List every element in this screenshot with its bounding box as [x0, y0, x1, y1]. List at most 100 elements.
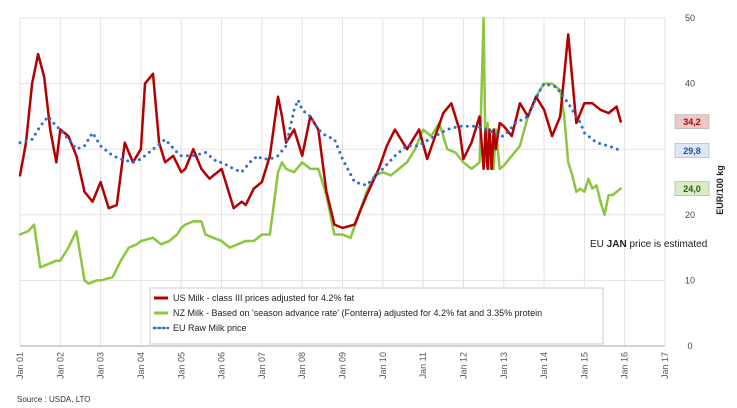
series-eu-point-81	[357, 181, 361, 185]
series-eu-point-57	[285, 138, 289, 142]
series-eu-point-27	[137, 158, 141, 162]
series-eu-point-16	[86, 138, 90, 142]
y-axis-title: EUR/100 kg	[715, 165, 725, 215]
series-eu-point-117	[536, 94, 540, 98]
series-eu-point-74	[335, 145, 339, 149]
series-eu-point-131	[587, 135, 591, 139]
series-eu-point-76	[340, 156, 344, 160]
series-eu-point-126	[571, 109, 575, 113]
series-eu-point-115	[530, 105, 534, 109]
series-eu-point-100	[453, 125, 457, 129]
series-eu-point-114	[528, 111, 532, 115]
series-eu-point-32	[162, 139, 166, 143]
series-eu-point-59	[288, 126, 292, 130]
badge-nz-box	[674, 181, 710, 196]
series-eu-point-85	[376, 171, 380, 175]
series-eu-point-24	[120, 157, 124, 161]
series-eu-point-41	[208, 154, 212, 158]
y-tick-label-0: 0	[687, 341, 692, 351]
series-eu-point-52	[264, 157, 268, 161]
series-eu-point-8	[52, 121, 56, 125]
series-eu-point-129	[580, 125, 584, 129]
series-eu-point-84	[372, 176, 376, 180]
series-eu-point-94	[420, 142, 424, 146]
series-eu-point-36	[179, 154, 183, 158]
series-eu-point-90	[398, 150, 402, 154]
series-eu-point-60	[289, 120, 293, 124]
legend-label-nz: NZ Milk - Based on 'season advance rate'…	[173, 308, 542, 318]
end-value-badges: 34,2 29,8 24,0	[674, 114, 710, 196]
series-eu-point-97	[436, 133, 440, 137]
series-eu-point-14	[77, 146, 81, 150]
series-eu-point-0	[18, 141, 22, 145]
series-eu-point-121	[553, 85, 557, 89]
series-eu-point-38	[192, 154, 196, 158]
series-eu-point-95	[425, 138, 429, 142]
x-tick-label-6: Jan 07	[257, 352, 267, 379]
x-axis-ticks: Jan 01 Jan 02 Jan 03 Jan 04 Jan 05 Jan 06 Jan …	[15, 352, 670, 379]
series-eu-point-4	[37, 127, 41, 131]
series-eu-point-58	[287, 132, 291, 136]
legend-label-us: US Milk - class III prices adjusted for …	[173, 293, 355, 303]
series-eu-point-66	[303, 110, 307, 114]
series-eu-point-50	[253, 156, 257, 160]
series-eu-point-53	[270, 156, 274, 160]
series-eu-point-6	[44, 117, 48, 121]
series-eu-point-93	[414, 144, 418, 148]
series-eu-point-13	[72, 145, 76, 149]
x-tick-label-16: Jan 17	[660, 352, 670, 379]
series-eu-point-64	[297, 99, 301, 103]
series-eu-point-108	[500, 134, 504, 138]
x-tick-label-8: Jan 09	[338, 352, 348, 379]
series-eu-point-125	[568, 104, 572, 108]
x-tick-label-10: Jan 11	[418, 352, 428, 378]
series-eu-point-77	[343, 162, 347, 166]
series-eu-point-70	[318, 129, 322, 133]
series-eu-point-51	[258, 156, 262, 160]
estimate-note-month: JAN	[607, 239, 627, 250]
series-eu-point-123	[561, 94, 565, 98]
series-eu-point-1	[24, 139, 28, 143]
series-eu-point-105	[484, 127, 488, 131]
x-tick-label-3: Jan 04	[136, 352, 146, 379]
source-note: Source : USDA, LTO	[17, 395, 91, 404]
x-tick-label-15: Jan 16	[620, 352, 630, 379]
series-eu-point-120	[547, 83, 551, 87]
legend-box	[149, 287, 604, 345]
series-eu-point-15	[83, 144, 87, 148]
x-tick-label-11: Jan 12	[458, 352, 468, 379]
series-eu-point-136	[615, 147, 619, 151]
series-eu-point-116	[533, 99, 537, 103]
series-eu-point-17	[89, 133, 93, 137]
series-eu-point-62	[292, 108, 296, 112]
series-eu-point-61	[291, 114, 295, 118]
y-tick-label-1: 10	[685, 275, 695, 285]
series-eu-point-127	[574, 114, 578, 118]
badge-us-value: 34,2	[683, 117, 701, 127]
series-eu-point-111	[513, 121, 517, 125]
series-eu-point-29	[147, 150, 151, 154]
series-eu-point-31	[157, 142, 161, 146]
series-eu-point-78	[346, 167, 350, 171]
series-eu-point-56	[284, 144, 288, 148]
x-tick-label-13: Jan 14	[539, 352, 549, 379]
series-eu-point-26	[132, 160, 136, 164]
series-us-line	[18, 33, 622, 230]
x-tick-label-9: Jan 10	[378, 352, 388, 379]
series-eu-point-91	[403, 146, 407, 150]
series-eu-point-11	[64, 135, 68, 139]
series-eu-point-40	[204, 151, 208, 155]
estimate-note: EU JAN price is estimated	[590, 239, 707, 250]
x-tick-label-4: Jan 05	[176, 352, 186, 379]
badge-nz-value: 24,0	[683, 184, 701, 194]
series-eu-point-42	[213, 158, 217, 162]
series-eu-point-112	[519, 118, 523, 122]
series-eu-points	[18, 83, 619, 187]
series-eu-point-67	[307, 114, 311, 118]
estimate-note-post: price is estimated	[627, 239, 708, 250]
series-eu-point-92	[408, 144, 412, 148]
series-eu-point-63	[294, 102, 298, 106]
series-eu-point-82	[363, 183, 367, 187]
series-eu-point-30	[152, 146, 156, 150]
series-eu-point-2	[30, 137, 34, 141]
